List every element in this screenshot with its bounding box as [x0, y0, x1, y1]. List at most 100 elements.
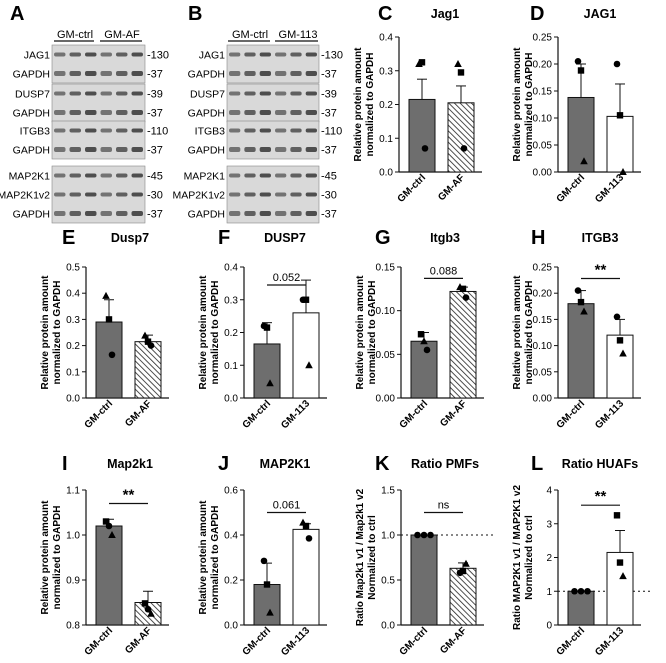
- molecular-weight-label: -39: [147, 89, 163, 101]
- y-axis-label: normalized to GAPDH: [52, 506, 63, 610]
- blot-band: [305, 128, 317, 133]
- panel-letter: B: [188, 3, 202, 25]
- molecular-weight-label: -45: [321, 171, 337, 183]
- x-category-label: GM-ctrl: [555, 172, 588, 205]
- chart-title: Ratio PMFs: [411, 457, 479, 471]
- blot-row-label: DUSP7: [15, 89, 50, 101]
- blot-panel-a: A GM-ctrl GM-AF JAG1 -130 GAPDH -37 DUSP7 -39 GAP…: [0, 3, 169, 224]
- y-axis-label: Normalized to ctrl: [524, 515, 535, 600]
- blot-band: [275, 71, 287, 76]
- blot-band: [131, 211, 143, 216]
- blot-band: [85, 110, 97, 115]
- blot-row-label: GAPDH: [13, 69, 50, 81]
- blot-band: [275, 192, 287, 197]
- bar-gm-ctrl: [567, 590, 595, 626]
- blot-band: [244, 91, 256, 96]
- bar-gm-ctrl: [567, 303, 595, 399]
- blot-band: [100, 91, 112, 96]
- x-category-label: GM-AF: [438, 625, 469, 656]
- blot-panel-b: B GM-ctrl GM-113 JAG1 -130 GAPDH -37 DUSP7 -39 GA…: [172, 3, 343, 224]
- blot-row-label: MAP2K1: [9, 171, 51, 183]
- chart-title: Jag1: [431, 7, 460, 21]
- molecular-weight-label: -37: [321, 69, 337, 81]
- blot-band: [100, 173, 112, 178]
- panel-letter: L: [531, 453, 543, 475]
- panel-letter: D: [530, 3, 544, 25]
- data-point-square: [577, 67, 585, 74]
- data-point-circle: [574, 287, 582, 294]
- data-point-circle: [427, 531, 434, 539]
- y-tick-label: 0: [546, 621, 552, 632]
- blot-band: [69, 91, 81, 96]
- y-tick-label: 0.9: [66, 576, 80, 587]
- blot-band: [131, 71, 143, 76]
- x-category-label: GM-ctrl: [83, 398, 116, 431]
- blot-row-label: GAPDH: [13, 145, 50, 157]
- blot-band: [69, 128, 81, 133]
- y-tick-label: 0.25: [533, 33, 553, 44]
- molecular-weight-label: -37: [147, 145, 163, 157]
- y-axis-label: normalized to GAPDH: [210, 281, 221, 385]
- blot-band: [290, 147, 302, 152]
- blot-band: [69, 147, 81, 152]
- blot-group-label: GM-AF: [104, 29, 140, 41]
- chart-title: Itgb3: [430, 231, 460, 245]
- blot-image: [226, 165, 320, 224]
- x-category-label: GM-113: [279, 398, 312, 431]
- y-axis-label: Relative protein amount: [355, 275, 366, 390]
- y-tick-label: 0.8: [66, 621, 80, 632]
- bar-gm-ctrl: [253, 584, 281, 626]
- blot-band: [85, 147, 97, 152]
- blot-band: [244, 192, 256, 197]
- blot-band: [275, 110, 287, 115]
- data-point-triangle: [462, 559, 470, 567]
- chart-title: Ratio HUAFs: [562, 457, 638, 471]
- blot-band: [116, 71, 128, 76]
- y-axis-label: Relative protein amount: [40, 500, 51, 615]
- blot-band: [100, 110, 112, 115]
- data-point-square: [459, 567, 467, 575]
- blot-band: [54, 147, 66, 152]
- blot-band: [305, 110, 317, 115]
- bar-gm-ctrl: [95, 321, 123, 399]
- blot-band: [275, 128, 287, 133]
- y-tick-label: 4: [546, 486, 552, 497]
- data-point-triangle: [108, 531, 116, 538]
- significance-label: 0.088: [430, 265, 458, 277]
- blot-band: [244, 128, 256, 133]
- data-point-triangle: [147, 609, 155, 617]
- data-point-triangle: [619, 572, 627, 580]
- molecular-weight-label: -30: [321, 190, 337, 202]
- blot-band: [229, 110, 241, 115]
- data-point-circle: [584, 587, 591, 595]
- y-tick-label: 0.2: [66, 341, 80, 352]
- blot-band: [259, 110, 271, 115]
- x-category-label: GM-ctrl: [398, 625, 431, 658]
- bar-gm-af: [134, 341, 162, 399]
- y-tick-label: 0.05: [533, 367, 553, 378]
- blot-row-label: GAPDH: [13, 209, 50, 221]
- chart-title: MAP2K1: [260, 457, 311, 471]
- blot-band: [54, 91, 66, 96]
- blot-band: [275, 147, 287, 152]
- blot-band: [116, 211, 128, 216]
- data-point-triangle: [266, 608, 274, 616]
- blot-band: [244, 110, 256, 115]
- blot-band: [259, 173, 271, 178]
- y-axis-label: Relative protein amount: [198, 275, 209, 390]
- significance-label: **: [123, 487, 135, 504]
- chart-title: DUSP7: [264, 231, 306, 245]
- blot-band: [305, 71, 317, 76]
- blot-band: [259, 71, 271, 76]
- significance-label: ns: [438, 500, 450, 512]
- molecular-weight-label: -37: [147, 69, 163, 81]
- x-category-label: GM-AF: [123, 398, 154, 429]
- significance-label: 0.061: [273, 500, 301, 512]
- blot-band: [85, 173, 97, 178]
- y-tick-label: 0.15: [533, 87, 553, 98]
- blot-band: [131, 173, 143, 178]
- chart-panel-f: F DUSP7 Relative protein amount normalized …: [198, 227, 327, 431]
- blot-band: [54, 128, 66, 133]
- y-tick-label: 0.1: [379, 134, 393, 145]
- y-axis-label: Relative protein amount: [198, 500, 209, 615]
